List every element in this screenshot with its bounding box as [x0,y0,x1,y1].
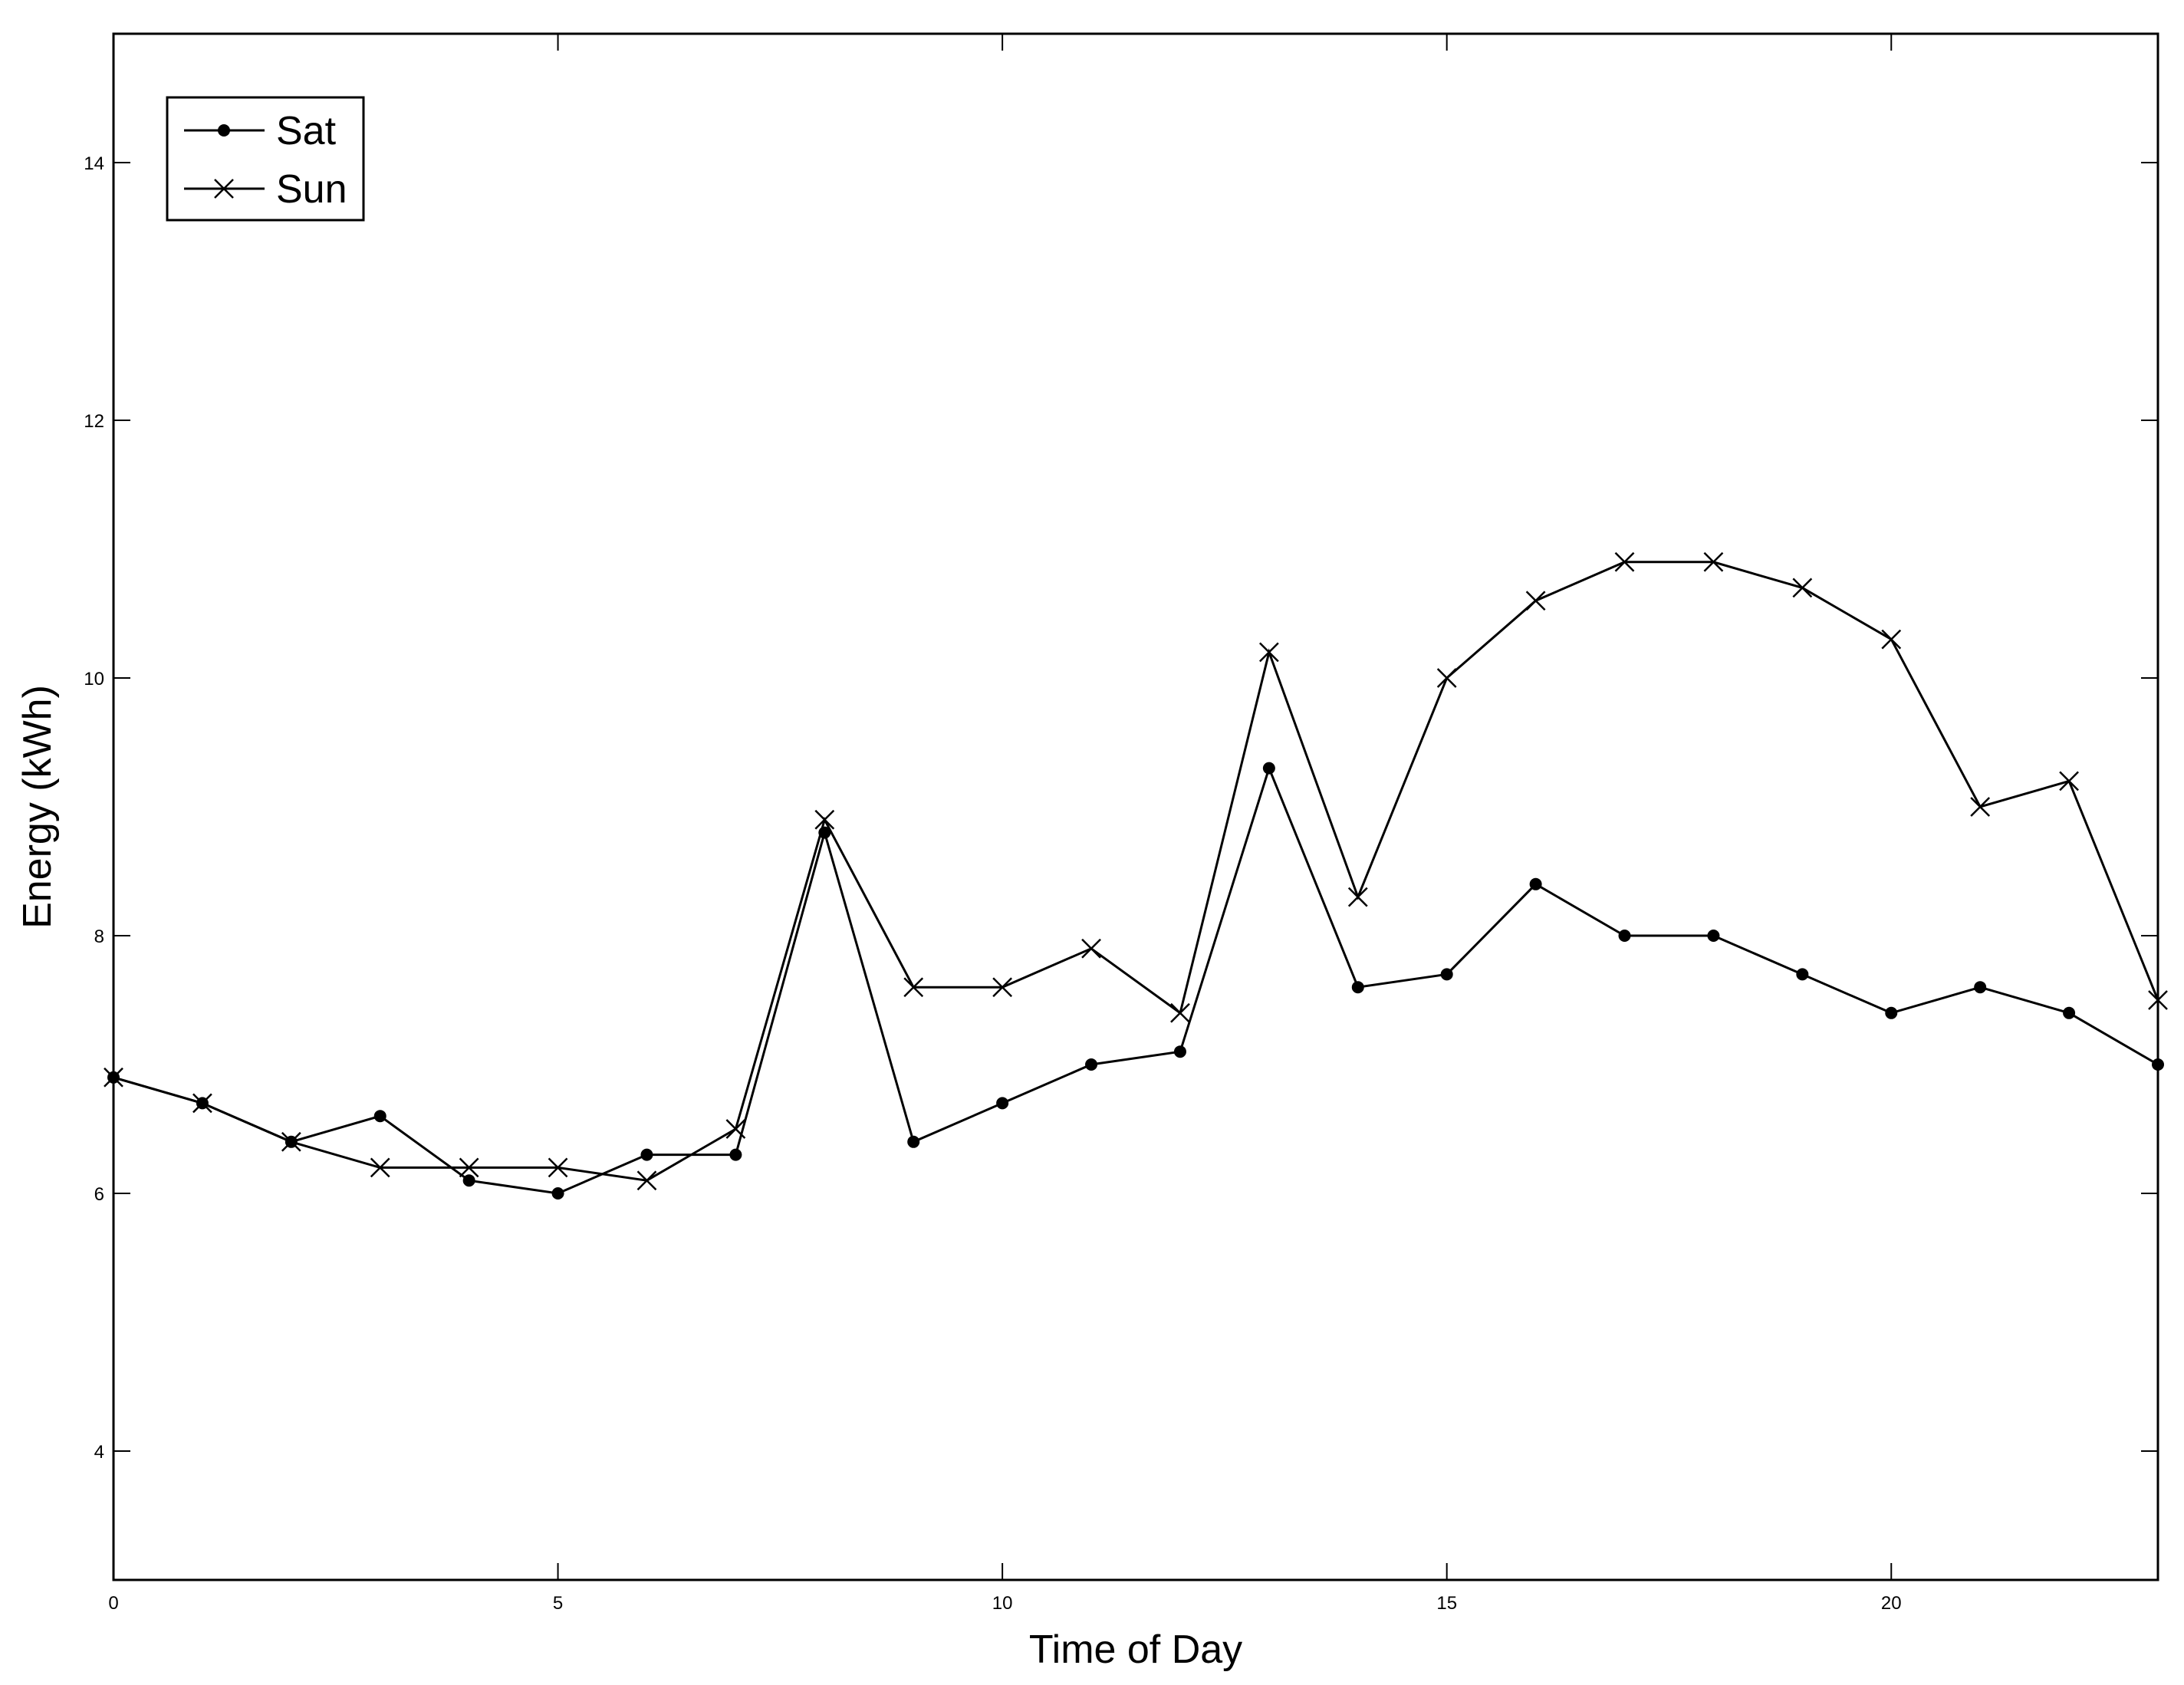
data-point-sun [1703,551,1724,572]
y-tick-label: 10 [84,669,104,689]
data-point-sun [1436,668,1457,688]
data-point-sat [1796,968,1809,981]
data-point-sun [1614,551,1635,572]
data-point-sun [192,1093,212,1114]
legend-item-sat: Sat [184,109,337,153]
x-tick-label: 10 [992,1593,1013,1614]
legend-marker-sun [214,179,234,199]
data-point-sat [907,1135,920,1148]
legend-box [166,96,365,222]
y-tick-label: 6 [94,1184,104,1205]
data-point-sat [1885,1006,1898,1019]
series-line-sat [113,765,2159,1195]
data-point-sun [104,1067,123,1088]
x-tick-label: 15 [1436,1593,1457,1614]
data-point-sun [1881,629,1902,650]
x-tick-label: 5 [553,1593,563,1614]
data-point-sun [992,977,1013,998]
data-point-sun [281,1131,301,1152]
legend-marker-sat [218,124,230,137]
y-tick-label: 8 [94,926,104,947]
data-point-sun [1525,591,1546,611]
data-point-sat [1974,981,1987,994]
plot-area [112,32,2159,1581]
series-line-sun [113,561,2159,1182]
y-tick-label: 4 [94,1442,104,1463]
legend: Sat Sun [166,96,365,222]
y-axis-label: Energy (kWh) [15,685,60,929]
data-point-sat [1351,981,1364,994]
data-point-sun [1792,578,1813,598]
x-axis-label: Time of Day [1029,1627,1242,1672]
y-tick-label: 14 [84,153,104,174]
data-point-sun [1970,797,1991,817]
data-point-sun [370,1157,390,1178]
data-point-sun [548,1157,568,1178]
data-point-sat [2152,1058,2164,1071]
data-point-sat [640,1148,653,1161]
data-point-sun [459,1157,479,1178]
axis-ticks: 0 5 10 15 20 4 6 8 10 12 14 [84,34,2158,1614]
data-point-sat [1440,968,1453,981]
legend-label-sun: Sun [276,167,347,212]
data-point-sun [903,977,924,998]
data-point-sat [551,1187,564,1200]
data-point-sat [1085,1058,1098,1071]
data-point-sat [373,1110,386,1123]
data-point-sun [2059,771,2079,791]
data-point-sat [1707,930,1720,942]
data-point-sun [636,1170,657,1191]
data-point-sat [1529,877,1542,890]
y-tick-label: 12 [84,411,104,432]
data-point-sun [1081,938,1101,959]
data-point-sun [1258,642,1279,663]
data-point-sun [2148,990,2168,1010]
series-layer [104,551,2168,1200]
data-point-sun [1347,887,1368,907]
x-tick-label: 0 [108,1593,118,1614]
legend-item-sun: Sun [184,167,347,212]
data-point-sat [2063,1006,2076,1019]
data-point-sat [1173,1045,1186,1058]
series-sat [107,762,2164,1200]
data-point-sun [814,809,835,830]
data-point-sat [729,1148,742,1161]
series-sun [104,551,2168,1191]
legend-label-sat: Sat [276,109,337,153]
data-point-sat [1262,762,1275,775]
data-point-sun [1170,1002,1190,1023]
data-point-sat [1618,930,1631,942]
data-point-sat [996,1097,1009,1110]
x-tick-label: 20 [1881,1593,1902,1614]
data-point-sun [725,1119,746,1139]
data-point-sat [462,1174,475,1187]
